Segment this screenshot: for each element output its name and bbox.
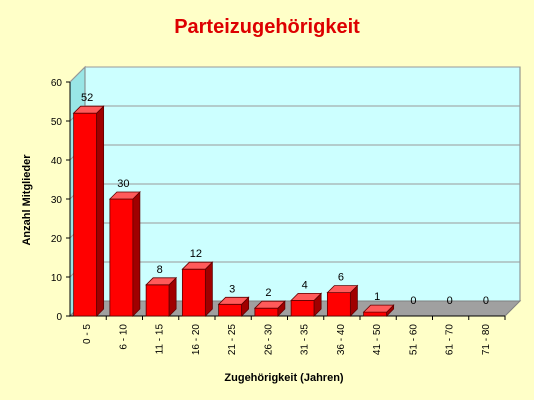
- bar: [181, 261, 214, 317]
- bar-top: [217, 296, 250, 305]
- x-tick-label: 11 - 15: [155, 324, 166, 355]
- x-tick-label: 36 - 40: [336, 324, 347, 356]
- data-label: 2: [265, 287, 271, 299]
- data-labels: 52 30 8 12 3 2 4 6 1 0 0 0: [81, 92, 489, 307]
- bar-side: [96, 105, 105, 317]
- bar-front: [363, 311, 388, 317]
- bar-front: [181, 268, 206, 317]
- x-tick-label: 16 - 20: [191, 324, 202, 356]
- data-label: 4: [302, 279, 308, 291]
- data-label: 1: [374, 291, 380, 303]
- bar-top: [108, 191, 141, 200]
- data-label: 6: [338, 272, 344, 284]
- bar: [253, 300, 286, 317]
- x-tick-labels: 0 - 5 6 - 10 11 - 15 16 - 20 21 - 25 26 - 30 3…: [82, 324, 492, 356]
- bar: [326, 284, 359, 317]
- bar-front: [145, 284, 170, 317]
- bar: [108, 191, 141, 317]
- y-tick-label: 50: [51, 117, 63, 128]
- y-tick-label: 10: [51, 273, 63, 284]
- data-label: 0: [410, 295, 416, 307]
- data-label: 52: [81, 92, 93, 104]
- bars: [72, 105, 395, 317]
- bar: [145, 276, 178, 317]
- x-tick-label: 6 - 10: [118, 324, 129, 350]
- chart-title: Parteizugehörigkeit: [174, 16, 360, 38]
- x-axis-title: Zugehörigkeit (Jahren): [224, 372, 344, 384]
- bar-top: [362, 304, 395, 313]
- x-tick-label: 61 - 70: [445, 324, 456, 356]
- bar-top: [253, 300, 286, 309]
- bar: [290, 292, 323, 317]
- bar-front: [109, 198, 134, 317]
- y-tick-label: 30: [51, 195, 63, 206]
- x-tick-label: 26 - 30: [263, 324, 274, 356]
- axes: [66, 81, 506, 320]
- bar-top: [72, 105, 105, 114]
- x-tick-label: 71 - 80: [481, 324, 492, 356]
- bar-top: [326, 285, 359, 294]
- bar-front: [290, 299, 315, 317]
- x-tick-label: 31 - 35: [300, 324, 311, 356]
- bar: [217, 296, 250, 317]
- bar-top: [290, 292, 323, 301]
- bar-front: [326, 292, 351, 317]
- data-label: 8: [157, 264, 163, 276]
- x-tick-label: 0 - 5: [82, 324, 93, 344]
- x-tick-label: 41 - 50: [372, 324, 383, 356]
- bar-front: [218, 303, 243, 317]
- bar: [72, 105, 105, 317]
- data-label: 3: [229, 283, 235, 295]
- gridline: [69, 66, 520, 83]
- y-tick-label: 0: [56, 312, 62, 323]
- bar-side: [132, 191, 141, 317]
- bar-front: [73, 112, 98, 317]
- data-label: 0: [483, 295, 489, 307]
- data-label: 30: [117, 178, 129, 190]
- y-tick-label: 20: [51, 234, 63, 245]
- bar-top: [181, 261, 214, 270]
- x-tick-label: 21 - 25: [227, 324, 238, 356]
- data-label: 12: [190, 248, 202, 260]
- data-label: 0: [447, 295, 453, 307]
- bar: [362, 304, 395, 317]
- bar-front: [254, 307, 279, 317]
- bar-top: [145, 277, 178, 286]
- y-tick-labels: 0 10 20 30 40 50 60: [51, 78, 63, 323]
- bar-side: [204, 261, 213, 317]
- y-axis-title: Anzahl Mitglieder: [21, 154, 33, 246]
- y-tick-label: 60: [51, 78, 63, 89]
- y-tick-label: 40: [51, 156, 63, 167]
- x-tick-label: 51 - 60: [408, 324, 419, 356]
